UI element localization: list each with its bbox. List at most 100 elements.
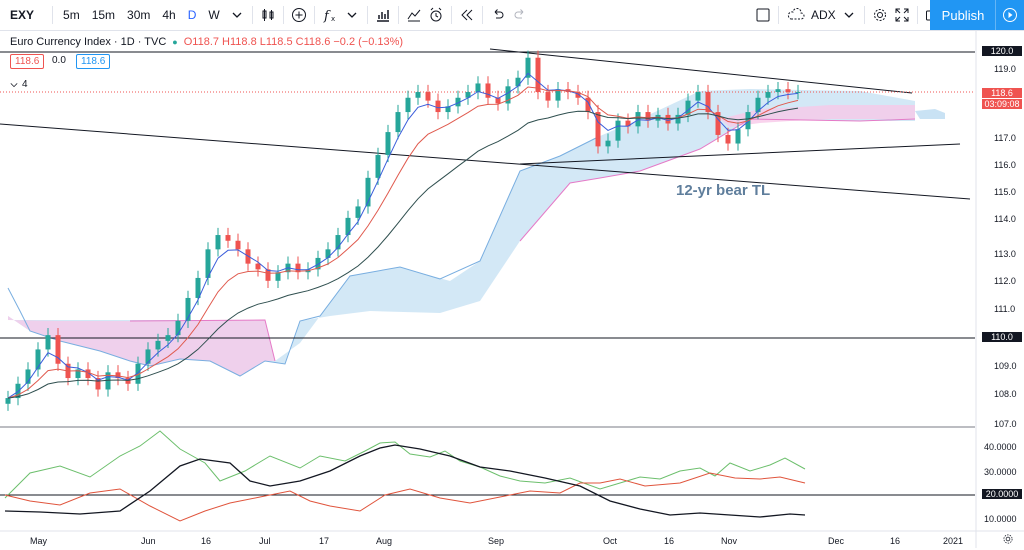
candle-body [735,129,741,144]
adx-axis-30: 30.0000 [984,467,1017,477]
price-chart[interactable]: 12-yr bear TL [0,31,1024,548]
interval-15m[interactable]: 15m [91,8,116,22]
ma-fast-line [7,72,799,399]
cloud-icon[interactable] [783,0,809,30]
financials-icon[interactable] [372,0,394,30]
candle-body [615,120,621,141]
toolbar-divider [282,6,284,24]
time-label-16b: 16 [664,536,675,546]
candle-body [665,114,671,124]
cloud-edge-pink [129,118,916,362]
toolbar-divider [481,6,483,24]
candle-body [45,335,51,350]
axis-label-116: 116.0 [994,160,1016,170]
axis-label-113: 113.0 [994,249,1016,259]
interval-w[interactable]: W [208,8,220,22]
adx-axis-10: 10.0000 [984,514,1017,524]
interval-30m[interactable]: 30m [127,8,151,22]
publish-button[interactable]: Publish [930,0,996,30]
candle-body [475,83,481,93]
time-label-2021: 2021 [943,536,964,546]
candle-body [535,57,541,93]
fullscreen-icon[interactable] [891,0,913,30]
symbol-search[interactable]: EXY [10,8,35,22]
candle-body [225,235,231,241]
adx-axis-40: 40.0000 [984,442,1017,452]
axis-label-114: 114.0 [994,214,1016,224]
axis-label-109: 109.0 [994,361,1017,371]
adx-label[interactable]: ADX [811,8,836,22]
candle-body [25,369,31,384]
gear-icon[interactable] [869,0,891,30]
svg-text:f: f [323,9,331,23]
axis-label-108: 108.0 [994,389,1017,399]
price-pane: 12-yr bear TL [0,48,975,411]
candles-icon[interactable] [257,0,279,30]
candle-body [795,92,801,94]
time-label-sep: Sep [488,536,505,546]
svg-text:x: x [331,15,335,23]
candle-body [135,363,141,384]
legend-title[interactable]: Euro Currency Index · 1D · TVC [10,36,167,48]
lower-trendline [519,143,961,165]
candle-body [455,97,461,107]
adx-line [4,444,806,518]
toolbar-divider [313,6,315,24]
plus-di-line [4,430,806,499]
axis-label-112: 112.0 [994,276,1016,286]
interval-5m[interactable]: 5m [63,8,80,22]
candle-body [355,206,361,218]
toolbar-divider [916,6,918,24]
legend-value-1: 118.6 [10,54,45,69]
layout-icon[interactable] [752,0,774,30]
replay-icon[interactable] [456,0,478,30]
legend-value-3: 118.6 [76,54,111,69]
adx-dropdown-icon[interactable] [838,0,860,30]
time-label-16c: 16 [890,536,901,546]
collapse-count: 4 [22,79,28,90]
alert-icon[interactable] [425,0,447,30]
ichimoku-cloud-future [915,109,945,119]
interval-dropdown-icon[interactable] [226,0,248,30]
time-label-nov: Nov [721,536,738,546]
interval-d[interactable]: D [187,8,197,22]
compare-add-icon[interactable] [288,0,310,30]
candle-body [215,235,221,250]
candle-body [85,369,91,379]
candle-body [595,112,601,147]
current-price-tag: 118.6 [982,88,1022,98]
axis-label-111: 111.0 [994,304,1016,314]
candle-body [465,92,471,98]
candle-body [755,97,761,113]
toolbar-divider [366,6,368,24]
undo-icon[interactable] [487,0,509,30]
candle-body [205,249,211,278]
candle-body [785,89,791,93]
time-label-jul: Jul [259,536,271,546]
indicators-dropdown-icon[interactable] [341,0,363,30]
candle-body [585,97,591,113]
candle-body [685,100,691,115]
axis-label-107: 107.0 [994,419,1017,429]
candle-body [405,97,411,113]
indicator-collapse[interactable]: 4 [10,79,28,90]
candle-body [695,92,701,101]
templates-icon[interactable] [403,0,425,30]
play-icon[interactable] [995,0,1024,30]
time-label-may: May [30,536,48,546]
candle-body [75,369,81,379]
candle-body [485,83,491,98]
settings-gear-icon[interactable] [1002,532,1014,550]
axis-label-115: 115.0 [994,187,1016,197]
candle-body [555,89,561,101]
candle-body [315,257,321,270]
candle-body [505,86,511,104]
candle-body [545,92,551,101]
legend-ohlc: O118.7 H118.8 L118.5 C118.6 −0.2 (−0.13%… [183,36,404,48]
candle-body [445,106,451,113]
toolbar-right: ADX [752,0,944,30]
redo-icon[interactable] [509,0,531,30]
interval-4h[interactable]: 4h [162,8,176,22]
